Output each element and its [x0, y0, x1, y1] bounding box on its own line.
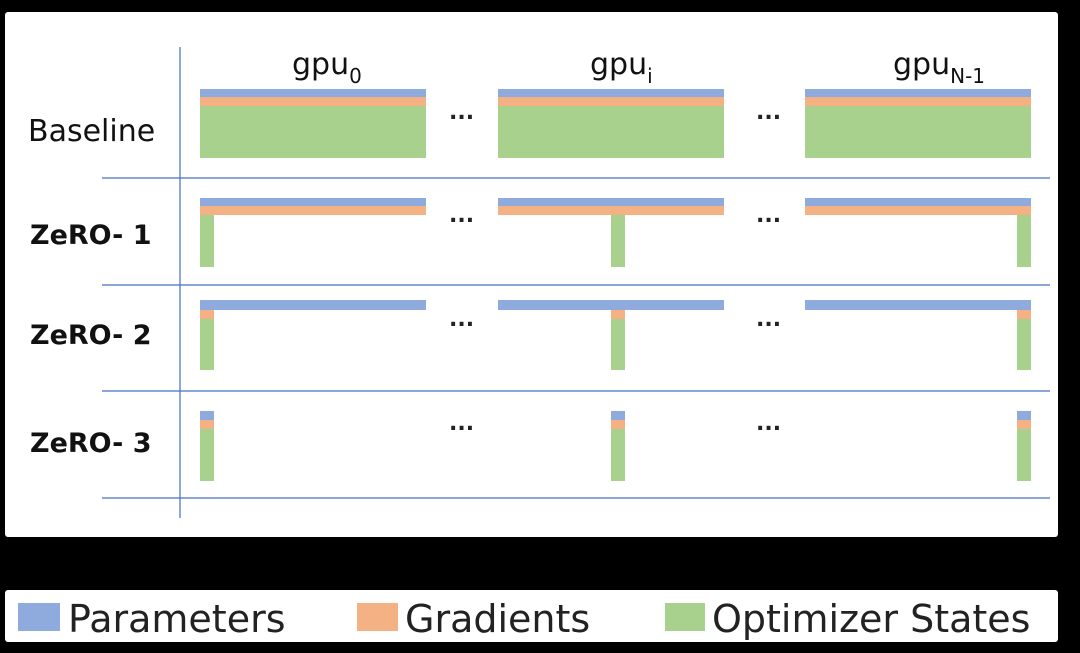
memory-block: [200, 106, 426, 158]
ellipsis: ...: [449, 307, 474, 332]
legend-swatch: [18, 603, 60, 631]
ellipsis: ...: [449, 203, 474, 228]
ellipsis: ...: [756, 307, 781, 332]
memory-block: [498, 106, 724, 158]
memory-block: [805, 97, 1031, 106]
memory-block: [611, 429, 625, 481]
memory-block: [498, 89, 724, 97]
memory-block: [1017, 319, 1031, 370]
memory-block: [611, 420, 625, 429]
memory-block: [805, 198, 1031, 206]
ellipsis: ...: [449, 411, 474, 436]
ellipsis: ...: [756, 203, 781, 228]
memory-block: [200, 411, 214, 420]
memory-block: [200, 215, 214, 267]
memory-block: [200, 319, 214, 370]
memory-block: [200, 89, 426, 97]
ellipses: ........................: [449, 100, 781, 436]
legend-label: Parameters: [68, 597, 286, 641]
memory-block: [200, 300, 426, 310]
memory-block: [1017, 429, 1031, 481]
ellipsis: ...: [449, 100, 474, 125]
row-label: Baseline: [28, 114, 155, 149]
memory-block: [200, 429, 214, 481]
legend-box: [5, 590, 1058, 642]
column-header: gpu0: [292, 47, 362, 88]
memory-block: [805, 89, 1031, 97]
memory-block: [200, 420, 214, 429]
memory-block: [1017, 310, 1031, 319]
ellipsis: ...: [756, 100, 781, 125]
memory-block: [200, 206, 426, 215]
legend-swatch: [357, 603, 398, 631]
row-label: ZeRO- 2: [30, 320, 152, 351]
row-label: ZeRO- 1: [30, 220, 152, 251]
ellipsis: ...: [756, 411, 781, 436]
memory-block: [611, 411, 625, 420]
bars: [200, 89, 1031, 481]
memory-block: [805, 206, 1031, 215]
memory-block: [611, 215, 625, 267]
memory-block: [611, 319, 625, 370]
legend-swatch: [665, 603, 705, 631]
memory-block: [805, 300, 1031, 310]
memory-block: [498, 300, 724, 310]
memory-block: [498, 206, 724, 215]
memory-block: [805, 106, 1031, 158]
memory-block: [200, 198, 426, 206]
memory-block: [611, 310, 625, 319]
memory-block: [200, 310, 214, 319]
column-header: gpui: [590, 47, 653, 88]
memory-block: [200, 97, 426, 106]
memory-block: [498, 97, 724, 106]
legend-label: Gradients: [405, 597, 590, 641]
memory-block: [1017, 411, 1031, 420]
memory-block: [1017, 420, 1031, 429]
row-label: ZeRO- 3: [30, 428, 152, 459]
legend-label: Optimizer States: [712, 597, 1030, 641]
memory-block: [498, 198, 724, 206]
column-header: gpuN-1: [893, 47, 985, 88]
memory-block: [1017, 215, 1031, 267]
